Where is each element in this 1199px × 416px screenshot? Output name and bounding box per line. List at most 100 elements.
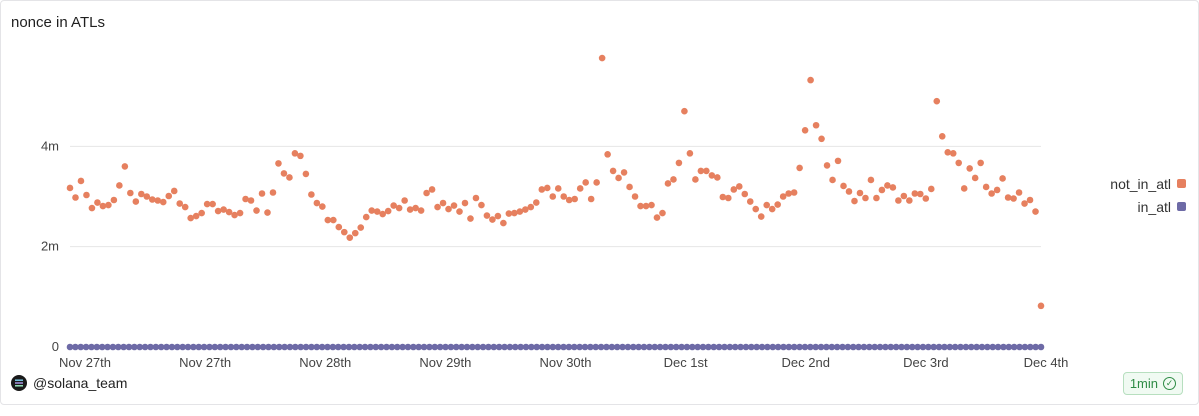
data-point-not-in-atl[interactable]: [571, 195, 578, 203]
data-point-in-atl[interactable]: [200, 343, 208, 351]
data-point-in-atl[interactable]: [817, 343, 825, 351]
data-point-in-atl[interactable]: [544, 343, 551, 351]
data-point-in-atl[interactable]: [624, 343, 632, 351]
data-point-in-atl[interactable]: [957, 343, 964, 351]
data-point-not-in-atl[interactable]: [445, 205, 452, 213]
data-point-not-in-atl[interactable]: [823, 162, 831, 169]
data-point-in-atl[interactable]: [104, 343, 111, 351]
data-point-in-atl[interactable]: [410, 343, 417, 351]
data-point-in-atl[interactable]: [801, 343, 809, 351]
data-point-in-atl[interactable]: [318, 343, 326, 351]
data-point-in-atl[interactable]: [93, 343, 101, 351]
data-point-in-atl[interactable]: [506, 343, 514, 351]
data-point-not-in-atl[interactable]: [319, 203, 326, 210]
data-point-in-atl[interactable]: [442, 343, 449, 351]
legend-item-not-in-atl[interactable]: not_in_atl: [1110, 172, 1186, 195]
data-point-in-atl[interactable]: [764, 343, 771, 351]
data-point-in-atl[interactable]: [597, 343, 605, 351]
data-point-in-atl[interactable]: [474, 343, 482, 351]
data-point-in-atl[interactable]: [871, 343, 878, 351]
data-point-not-in-atl[interactable]: [1026, 196, 1034, 204]
data-point-in-atl[interactable]: [249, 343, 256, 351]
data-point-in-atl[interactable]: [785, 343, 793, 351]
data-point-in-atl[interactable]: [989, 343, 997, 351]
data-point-not-in-atl[interactable]: [620, 169, 628, 176]
data-point-in-atl[interactable]: [742, 343, 750, 351]
data-point-not-in-atl[interactable]: [165, 192, 173, 200]
data-point-in-atl[interactable]: [372, 343, 380, 351]
data-point-in-atl[interactable]: [882, 343, 889, 351]
data-point-not-in-atl[interactable]: [867, 176, 875, 184]
data-point-not-in-atl[interactable]: [143, 193, 151, 200]
data-point-not-in-atl[interactable]: [752, 205, 760, 213]
data-point-in-atl[interactable]: [114, 343, 122, 351]
data-point-in-atl[interactable]: [329, 343, 337, 351]
data-point-not-in-atl[interactable]: [878, 186, 886, 194]
data-point-in-atl[interactable]: [195, 343, 203, 351]
data-point-not-in-atl[interactable]: [993, 186, 1001, 194]
data-point-in-atl[interactable]: [790, 343, 798, 351]
data-point-in-atl[interactable]: [490, 343, 498, 351]
data-point-in-atl[interactable]: [973, 343, 980, 351]
data-point-not-in-atl[interactable]: [170, 187, 178, 195]
data-point-in-atl[interactable]: [383, 343, 390, 351]
data-point-in-atl[interactable]: [951, 343, 959, 351]
data-point-in-atl[interactable]: [587, 343, 594, 351]
data-point-in-atl[interactable]: [651, 343, 659, 351]
data-point-in-atl[interactable]: [528, 343, 535, 351]
data-point-not-in-atl[interactable]: [971, 174, 979, 182]
data-point-in-atl[interactable]: [758, 343, 766, 351]
data-point-not-in-atl[interactable]: [511, 209, 518, 217]
data-point-in-atl[interactable]: [227, 343, 235, 351]
data-point-in-atl[interactable]: [941, 343, 948, 351]
data-point-not-in-atl[interactable]: [763, 201, 771, 209]
data-point-not-in-atl[interactable]: [390, 202, 397, 209]
data-point-in-atl[interactable]: [511, 343, 519, 351]
data-point-not-in-atl[interactable]: [428, 186, 436, 193]
data-point-in-atl[interactable]: [351, 343, 358, 351]
data-point-in-atl[interactable]: [1016, 343, 1023, 351]
data-point-not-in-atl[interactable]: [1037, 302, 1045, 310]
data-point-not-in-atl[interactable]: [949, 150, 957, 157]
data-point-not-in-atl[interactable]: [807, 76, 814, 84]
data-point-in-atl[interactable]: [753, 343, 760, 351]
data-point-not-in-atl[interactable]: [779, 193, 787, 200]
data-point-not-in-atl[interactable]: [516, 208, 524, 215]
data-point-not-in-atl[interactable]: [522, 206, 529, 213]
data-point-not-in-atl[interactable]: [631, 193, 639, 200]
data-point-in-atl[interactable]: [356, 343, 363, 351]
data-point-not-in-atl[interactable]: [856, 189, 864, 197]
data-point-in-atl[interactable]: [190, 343, 197, 351]
data-point-in-atl[interactable]: [216, 343, 224, 351]
data-point-in-atl[interactable]: [72, 343, 79, 351]
data-point-in-atl[interactable]: [726, 343, 734, 351]
data-point-in-atl[interactable]: [731, 343, 739, 351]
data-point-not-in-atl[interactable]: [576, 185, 584, 192]
data-point-in-atl[interactable]: [844, 343, 852, 351]
data-point-in-atl[interactable]: [576, 343, 583, 351]
data-point-not-in-atl[interactable]: [587, 195, 595, 203]
data-point-in-atl[interactable]: [603, 343, 610, 351]
data-point-in-atl[interactable]: [710, 343, 718, 351]
data-point-in-atl[interactable]: [233, 343, 240, 351]
data-point-not-in-atl[interactable]: [253, 207, 260, 214]
data-point-not-in-atl[interactable]: [373, 208, 381, 215]
data-point-not-in-atl[interactable]: [450, 202, 458, 209]
data-point-not-in-atl[interactable]: [543, 184, 551, 192]
data-point-in-atl[interactable]: [672, 343, 680, 351]
data-point-in-atl[interactable]: [887, 343, 895, 351]
data-point-in-atl[interactable]: [308, 343, 315, 351]
data-point-in-atl[interactable]: [807, 343, 814, 351]
data-point-in-atl[interactable]: [780, 343, 787, 351]
data-point-not-in-atl[interactable]: [116, 182, 123, 189]
data-point-in-atl[interactable]: [1026, 343, 1034, 351]
data-point-in-atl[interactable]: [946, 343, 954, 351]
data-point-not-in-atl[interactable]: [670, 176, 677, 183]
data-point-not-in-atl[interactable]: [554, 185, 562, 192]
data-point-in-atl[interactable]: [479, 343, 487, 351]
data-point-not-in-atl[interactable]: [933, 97, 941, 105]
data-point-in-atl[interactable]: [560, 343, 567, 351]
data-point-not-in-atl[interactable]: [538, 186, 546, 193]
data-point-not-in-atl[interactable]: [801, 126, 809, 134]
data-point-in-atl[interactable]: [849, 343, 857, 351]
